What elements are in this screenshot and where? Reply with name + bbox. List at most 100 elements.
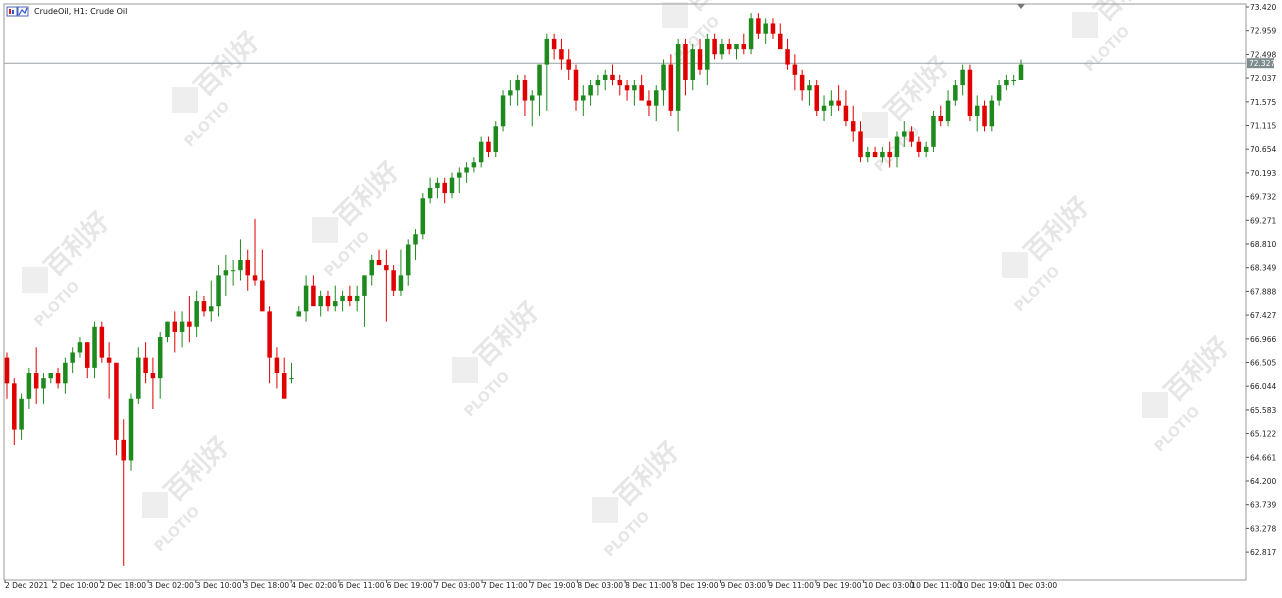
price-tick-label: 68.349 <box>1250 264 1276 273</box>
price-tick-label: 73.420 <box>1250 3 1276 12</box>
candle-body <box>26 373 32 399</box>
candle-body <box>303 285 309 312</box>
price-tick-label: 70.193 <box>1250 169 1276 178</box>
candle-body <box>785 49 790 65</box>
time-tick-label: 10 Dec 11:00 <box>911 581 962 590</box>
price-tick-label: 69.732 <box>1250 193 1276 202</box>
price-tick-label: 71.575 <box>1250 98 1276 107</box>
candle-body <box>449 177 455 194</box>
time-tick-label: 3 Dec 02:00 <box>148 581 194 590</box>
candle-body <box>697 49 703 70</box>
candle-body <box>99 326 105 358</box>
candle-body <box>683 44 688 81</box>
price-tick-label: 71.115 <box>1250 122 1276 131</box>
candle-body <box>661 64 666 91</box>
candle-body <box>799 74 805 91</box>
time-tick-label: 3 Dec 18:00 <box>244 581 290 590</box>
candle-body <box>858 131 863 158</box>
candle-body <box>814 85 820 111</box>
candle-body <box>1018 64 1024 81</box>
candle-body <box>260 280 265 312</box>
candle-body <box>384 265 389 271</box>
price-tick-label: 66.505 <box>1250 359 1276 368</box>
candle-body <box>923 146 929 152</box>
candle-body <box>333 301 338 307</box>
candle-body <box>128 398 134 461</box>
candle-body <box>92 326 97 368</box>
candle-body <box>770 23 776 34</box>
price-tick-label: 70.654 <box>1250 145 1276 154</box>
chart-shift-marker[interactable] <box>1017 4 1025 9</box>
candle-body <box>668 64 674 111</box>
candle-body <box>529 95 535 101</box>
candle-body <box>41 378 46 389</box>
time-axis[interactable]: 2 Dec 2021 2 Dec 10:00 2 Dec 18:00 3 Dec 02… <box>4 580 1058 590</box>
candle-body <box>705 38 710 70</box>
candle-body <box>121 439 126 461</box>
price-tick-label: 68.810 <box>1250 240 1276 249</box>
candle-body <box>602 74 608 81</box>
time-tick-label: 11 Dec 03:00 <box>1007 581 1058 590</box>
candle-body <box>515 80 520 91</box>
time-tick-label: 2 Dec 10:00 <box>53 581 99 590</box>
candle-body <box>165 321 170 338</box>
candle-body <box>157 337 163 379</box>
candle-body <box>296 311 302 317</box>
price-axis[interactable]: 73.420 72.959 72.498 72.037 71.575 71.115 70.6… <box>1246 3 1276 557</box>
candle-body <box>150 373 156 379</box>
candle-body <box>712 38 717 55</box>
candle-body <box>836 100 841 106</box>
candle-body <box>274 357 280 374</box>
time-tick-label: 7 Dec 11:00 <box>482 581 528 590</box>
candle-body <box>748 18 754 50</box>
candle-body <box>508 90 513 96</box>
time-tick-label: 2 Dec 2021 <box>5 581 48 590</box>
candle-body <box>405 244 411 276</box>
candle-body <box>675 44 681 111</box>
candle-body <box>646 100 652 106</box>
candle-body <box>106 357 112 363</box>
candle-body <box>938 115 944 122</box>
watermark-cn: 百利好 <box>679 0 755 18</box>
price-tick-label: 64.200 <box>1250 477 1276 486</box>
candle-body <box>734 44 739 50</box>
candle-body <box>442 182 447 194</box>
candle-body <box>471 162 477 168</box>
candle-body <box>427 187 433 199</box>
price-tick-label: 72.959 <box>1250 27 1276 36</box>
candle-body <box>945 100 951 122</box>
candle-body <box>778 33 783 50</box>
chart-type-icon <box>6 6 29 17</box>
time-tick-label: 8 Dec 19:00 <box>673 581 719 590</box>
candle-body <box>281 373 287 399</box>
candle-body <box>369 259 375 276</box>
time-tick-label: 6 Dec 19:00 <box>387 581 433 590</box>
candle-body <box>807 85 812 91</box>
candle-body <box>872 151 878 158</box>
time-tick-label: 2 Dec 18:00 <box>100 581 146 590</box>
price-tick-label: 65.583 <box>1250 406 1276 415</box>
candle-body <box>595 80 601 86</box>
watermark-cn: 百利好 <box>609 437 685 513</box>
candle-body <box>179 321 185 332</box>
candle-body <box>84 342 90 368</box>
candle-body <box>391 270 396 291</box>
candle-body <box>187 321 192 327</box>
candle-body <box>792 64 798 75</box>
candles-layer <box>4 13 1024 566</box>
candle-body <box>77 342 83 353</box>
time-tick-label: 8 Dec 03:00 <box>577 581 623 590</box>
candle-body <box>953 85 958 101</box>
time-tick-label: 7 Dec 03:00 <box>434 581 480 590</box>
candle-body <box>566 59 571 70</box>
candle-body <box>632 85 637 91</box>
candle-body <box>559 49 564 60</box>
candle-body <box>216 275 221 307</box>
watermark-cn: 百利好 <box>1159 332 1235 408</box>
